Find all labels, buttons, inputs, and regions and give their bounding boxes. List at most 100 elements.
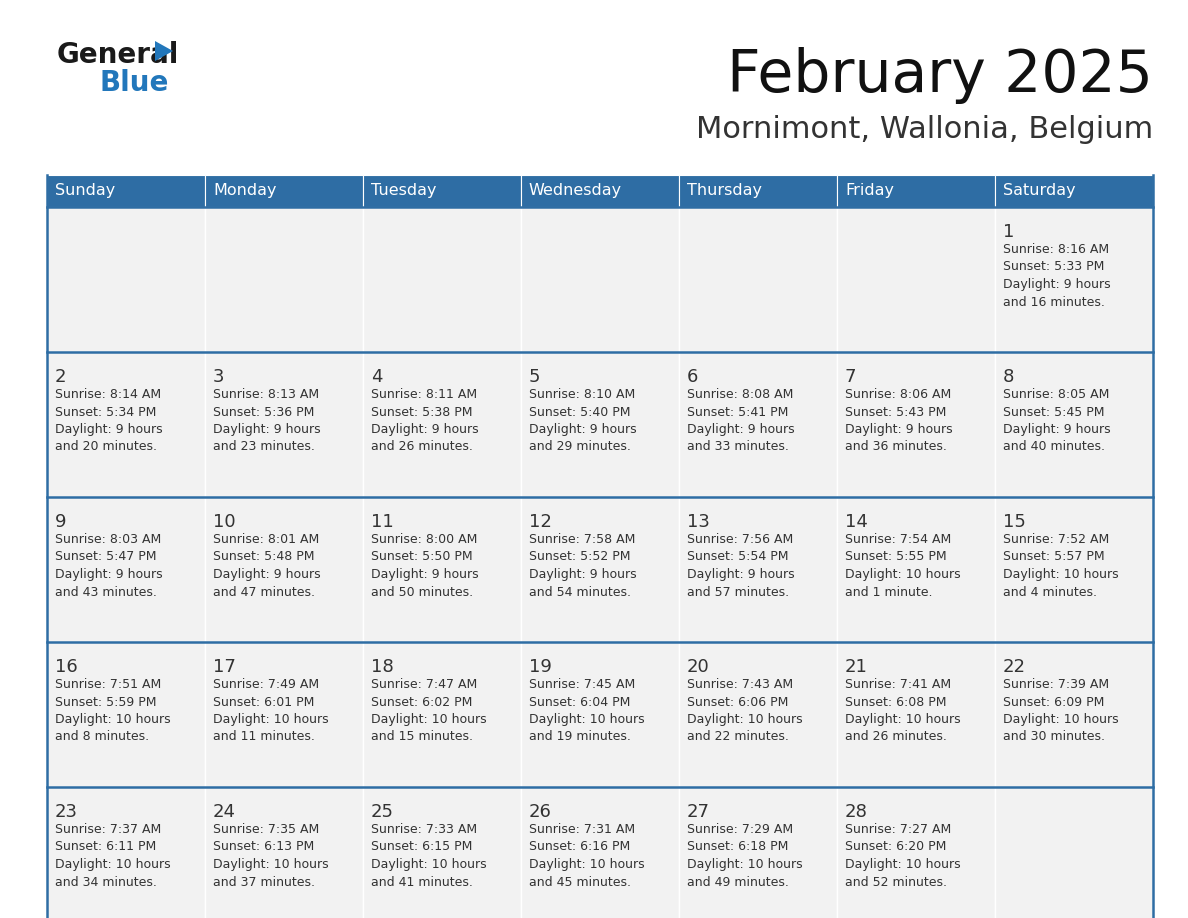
Bar: [996, 175, 1154, 207]
Bar: [522, 175, 680, 207]
Text: General: General: [57, 41, 179, 69]
Text: 24: 24: [213, 803, 236, 821]
Bar: [48, 787, 206, 918]
Text: 23: 23: [55, 803, 78, 821]
Bar: [838, 497, 996, 642]
Text: Sunrise: 7:31 AM
Sunset: 6:16 PM
Daylight: 10 hours
and 45 minutes.: Sunrise: 7:31 AM Sunset: 6:16 PM Dayligh…: [529, 823, 645, 889]
Bar: [206, 207, 364, 352]
Text: 9: 9: [55, 513, 67, 531]
Bar: [364, 497, 522, 642]
Bar: [364, 207, 522, 352]
Text: Sunrise: 7:29 AM
Sunset: 6:18 PM
Daylight: 10 hours
and 49 minutes.: Sunrise: 7:29 AM Sunset: 6:18 PM Dayligh…: [687, 823, 803, 889]
Bar: [206, 787, 364, 918]
Text: Mornimont, Wallonia, Belgium: Mornimont, Wallonia, Belgium: [696, 116, 1154, 144]
Bar: [680, 787, 838, 918]
Text: 18: 18: [371, 658, 393, 676]
Text: Sunrise: 8:05 AM
Sunset: 5:45 PM
Daylight: 9 hours
and 40 minutes.: Sunrise: 8:05 AM Sunset: 5:45 PM Dayligh…: [1003, 388, 1111, 453]
Text: 3: 3: [213, 368, 225, 386]
Text: Sunrise: 7:27 AM
Sunset: 6:20 PM
Daylight: 10 hours
and 52 minutes.: Sunrise: 7:27 AM Sunset: 6:20 PM Dayligh…: [845, 823, 961, 889]
Text: Sunrise: 7:49 AM
Sunset: 6:01 PM
Daylight: 10 hours
and 11 minutes.: Sunrise: 7:49 AM Sunset: 6:01 PM Dayligh…: [213, 678, 329, 744]
Bar: [206, 175, 364, 207]
Text: Sunrise: 7:58 AM
Sunset: 5:52 PM
Daylight: 9 hours
and 54 minutes.: Sunrise: 7:58 AM Sunset: 5:52 PM Dayligh…: [529, 533, 637, 599]
Text: 13: 13: [687, 513, 709, 531]
Bar: [48, 175, 206, 207]
Text: 28: 28: [845, 803, 867, 821]
Text: Sunday: Sunday: [55, 184, 115, 198]
Bar: [206, 642, 364, 787]
Text: 25: 25: [371, 803, 394, 821]
Bar: [48, 207, 206, 352]
Bar: [680, 352, 838, 497]
Bar: [838, 787, 996, 918]
Bar: [680, 175, 838, 207]
Text: Sunrise: 8:13 AM
Sunset: 5:36 PM
Daylight: 9 hours
and 23 minutes.: Sunrise: 8:13 AM Sunset: 5:36 PM Dayligh…: [213, 388, 321, 453]
Text: Sunrise: 7:47 AM
Sunset: 6:02 PM
Daylight: 10 hours
and 15 minutes.: Sunrise: 7:47 AM Sunset: 6:02 PM Dayligh…: [371, 678, 487, 744]
Text: 27: 27: [687, 803, 710, 821]
Text: Sunrise: 8:14 AM
Sunset: 5:34 PM
Daylight: 9 hours
and 20 minutes.: Sunrise: 8:14 AM Sunset: 5:34 PM Dayligh…: [55, 388, 163, 453]
Text: Sunrise: 8:10 AM
Sunset: 5:40 PM
Daylight: 9 hours
and 29 minutes.: Sunrise: 8:10 AM Sunset: 5:40 PM Dayligh…: [529, 388, 637, 453]
Text: 26: 26: [529, 803, 551, 821]
Bar: [48, 642, 206, 787]
Bar: [364, 642, 522, 787]
Bar: [364, 175, 522, 207]
Text: 21: 21: [845, 658, 867, 676]
Bar: [522, 207, 680, 352]
Bar: [522, 352, 680, 497]
Bar: [838, 642, 996, 787]
Text: Sunrise: 8:00 AM
Sunset: 5:50 PM
Daylight: 9 hours
and 50 minutes.: Sunrise: 8:00 AM Sunset: 5:50 PM Dayligh…: [371, 533, 479, 599]
Text: Sunrise: 8:16 AM
Sunset: 5:33 PM
Daylight: 9 hours
and 16 minutes.: Sunrise: 8:16 AM Sunset: 5:33 PM Dayligh…: [1003, 243, 1111, 308]
Bar: [206, 352, 364, 497]
Text: Sunrise: 8:06 AM
Sunset: 5:43 PM
Daylight: 9 hours
and 36 minutes.: Sunrise: 8:06 AM Sunset: 5:43 PM Dayligh…: [845, 388, 953, 453]
Text: Sunrise: 7:33 AM
Sunset: 6:15 PM
Daylight: 10 hours
and 41 minutes.: Sunrise: 7:33 AM Sunset: 6:15 PM Dayligh…: [371, 823, 487, 889]
Bar: [838, 352, 996, 497]
Bar: [364, 787, 522, 918]
Bar: [680, 642, 838, 787]
Text: Thursday: Thursday: [687, 184, 762, 198]
Text: Sunrise: 8:08 AM
Sunset: 5:41 PM
Daylight: 9 hours
and 33 minutes.: Sunrise: 8:08 AM Sunset: 5:41 PM Dayligh…: [687, 388, 795, 453]
Bar: [48, 352, 206, 497]
Text: 8: 8: [1003, 368, 1015, 386]
Text: Saturday: Saturday: [1003, 184, 1075, 198]
Text: Sunrise: 7:56 AM
Sunset: 5:54 PM
Daylight: 9 hours
and 57 minutes.: Sunrise: 7:56 AM Sunset: 5:54 PM Dayligh…: [687, 533, 795, 599]
Text: Sunrise: 7:52 AM
Sunset: 5:57 PM
Daylight: 10 hours
and 4 minutes.: Sunrise: 7:52 AM Sunset: 5:57 PM Dayligh…: [1003, 533, 1119, 599]
Bar: [838, 175, 996, 207]
Text: 22: 22: [1003, 658, 1026, 676]
Text: Tuesday: Tuesday: [371, 184, 436, 198]
Text: 10: 10: [213, 513, 235, 531]
Bar: [522, 497, 680, 642]
Text: Sunrise: 8:03 AM
Sunset: 5:47 PM
Daylight: 9 hours
and 43 minutes.: Sunrise: 8:03 AM Sunset: 5:47 PM Dayligh…: [55, 533, 163, 599]
Text: Sunrise: 7:35 AM
Sunset: 6:13 PM
Daylight: 10 hours
and 37 minutes.: Sunrise: 7:35 AM Sunset: 6:13 PM Dayligh…: [213, 823, 329, 889]
Text: 16: 16: [55, 658, 77, 676]
Text: 20: 20: [687, 658, 709, 676]
Bar: [996, 207, 1154, 352]
Bar: [522, 642, 680, 787]
Bar: [48, 497, 206, 642]
Text: Sunrise: 7:51 AM
Sunset: 5:59 PM
Daylight: 10 hours
and 8 minutes.: Sunrise: 7:51 AM Sunset: 5:59 PM Dayligh…: [55, 678, 171, 744]
Text: Sunrise: 7:41 AM
Sunset: 6:08 PM
Daylight: 10 hours
and 26 minutes.: Sunrise: 7:41 AM Sunset: 6:08 PM Dayligh…: [845, 678, 961, 744]
Bar: [680, 497, 838, 642]
Bar: [996, 352, 1154, 497]
Text: February 2025: February 2025: [727, 47, 1154, 104]
Bar: [364, 352, 522, 497]
Bar: [522, 787, 680, 918]
Text: 7: 7: [845, 368, 857, 386]
Text: Monday: Monday: [213, 184, 277, 198]
Text: Sunrise: 7:43 AM
Sunset: 6:06 PM
Daylight: 10 hours
and 22 minutes.: Sunrise: 7:43 AM Sunset: 6:06 PM Dayligh…: [687, 678, 803, 744]
Text: 14: 14: [845, 513, 867, 531]
Polygon shape: [154, 41, 173, 61]
Text: 5: 5: [529, 368, 541, 386]
Text: Sunrise: 7:45 AM
Sunset: 6:04 PM
Daylight: 10 hours
and 19 minutes.: Sunrise: 7:45 AM Sunset: 6:04 PM Dayligh…: [529, 678, 645, 744]
Text: 17: 17: [213, 658, 235, 676]
Bar: [206, 497, 364, 642]
Text: Sunrise: 8:01 AM
Sunset: 5:48 PM
Daylight: 9 hours
and 47 minutes.: Sunrise: 8:01 AM Sunset: 5:48 PM Dayligh…: [213, 533, 321, 599]
Bar: [838, 207, 996, 352]
Text: 19: 19: [529, 658, 551, 676]
Text: Blue: Blue: [99, 69, 169, 97]
Bar: [996, 642, 1154, 787]
Text: 6: 6: [687, 368, 699, 386]
Text: 15: 15: [1003, 513, 1025, 531]
Text: Sunrise: 8:11 AM
Sunset: 5:38 PM
Daylight: 9 hours
and 26 minutes.: Sunrise: 8:11 AM Sunset: 5:38 PM Dayligh…: [371, 388, 479, 453]
Bar: [996, 497, 1154, 642]
Text: 11: 11: [371, 513, 393, 531]
Text: Wednesday: Wednesday: [529, 184, 623, 198]
